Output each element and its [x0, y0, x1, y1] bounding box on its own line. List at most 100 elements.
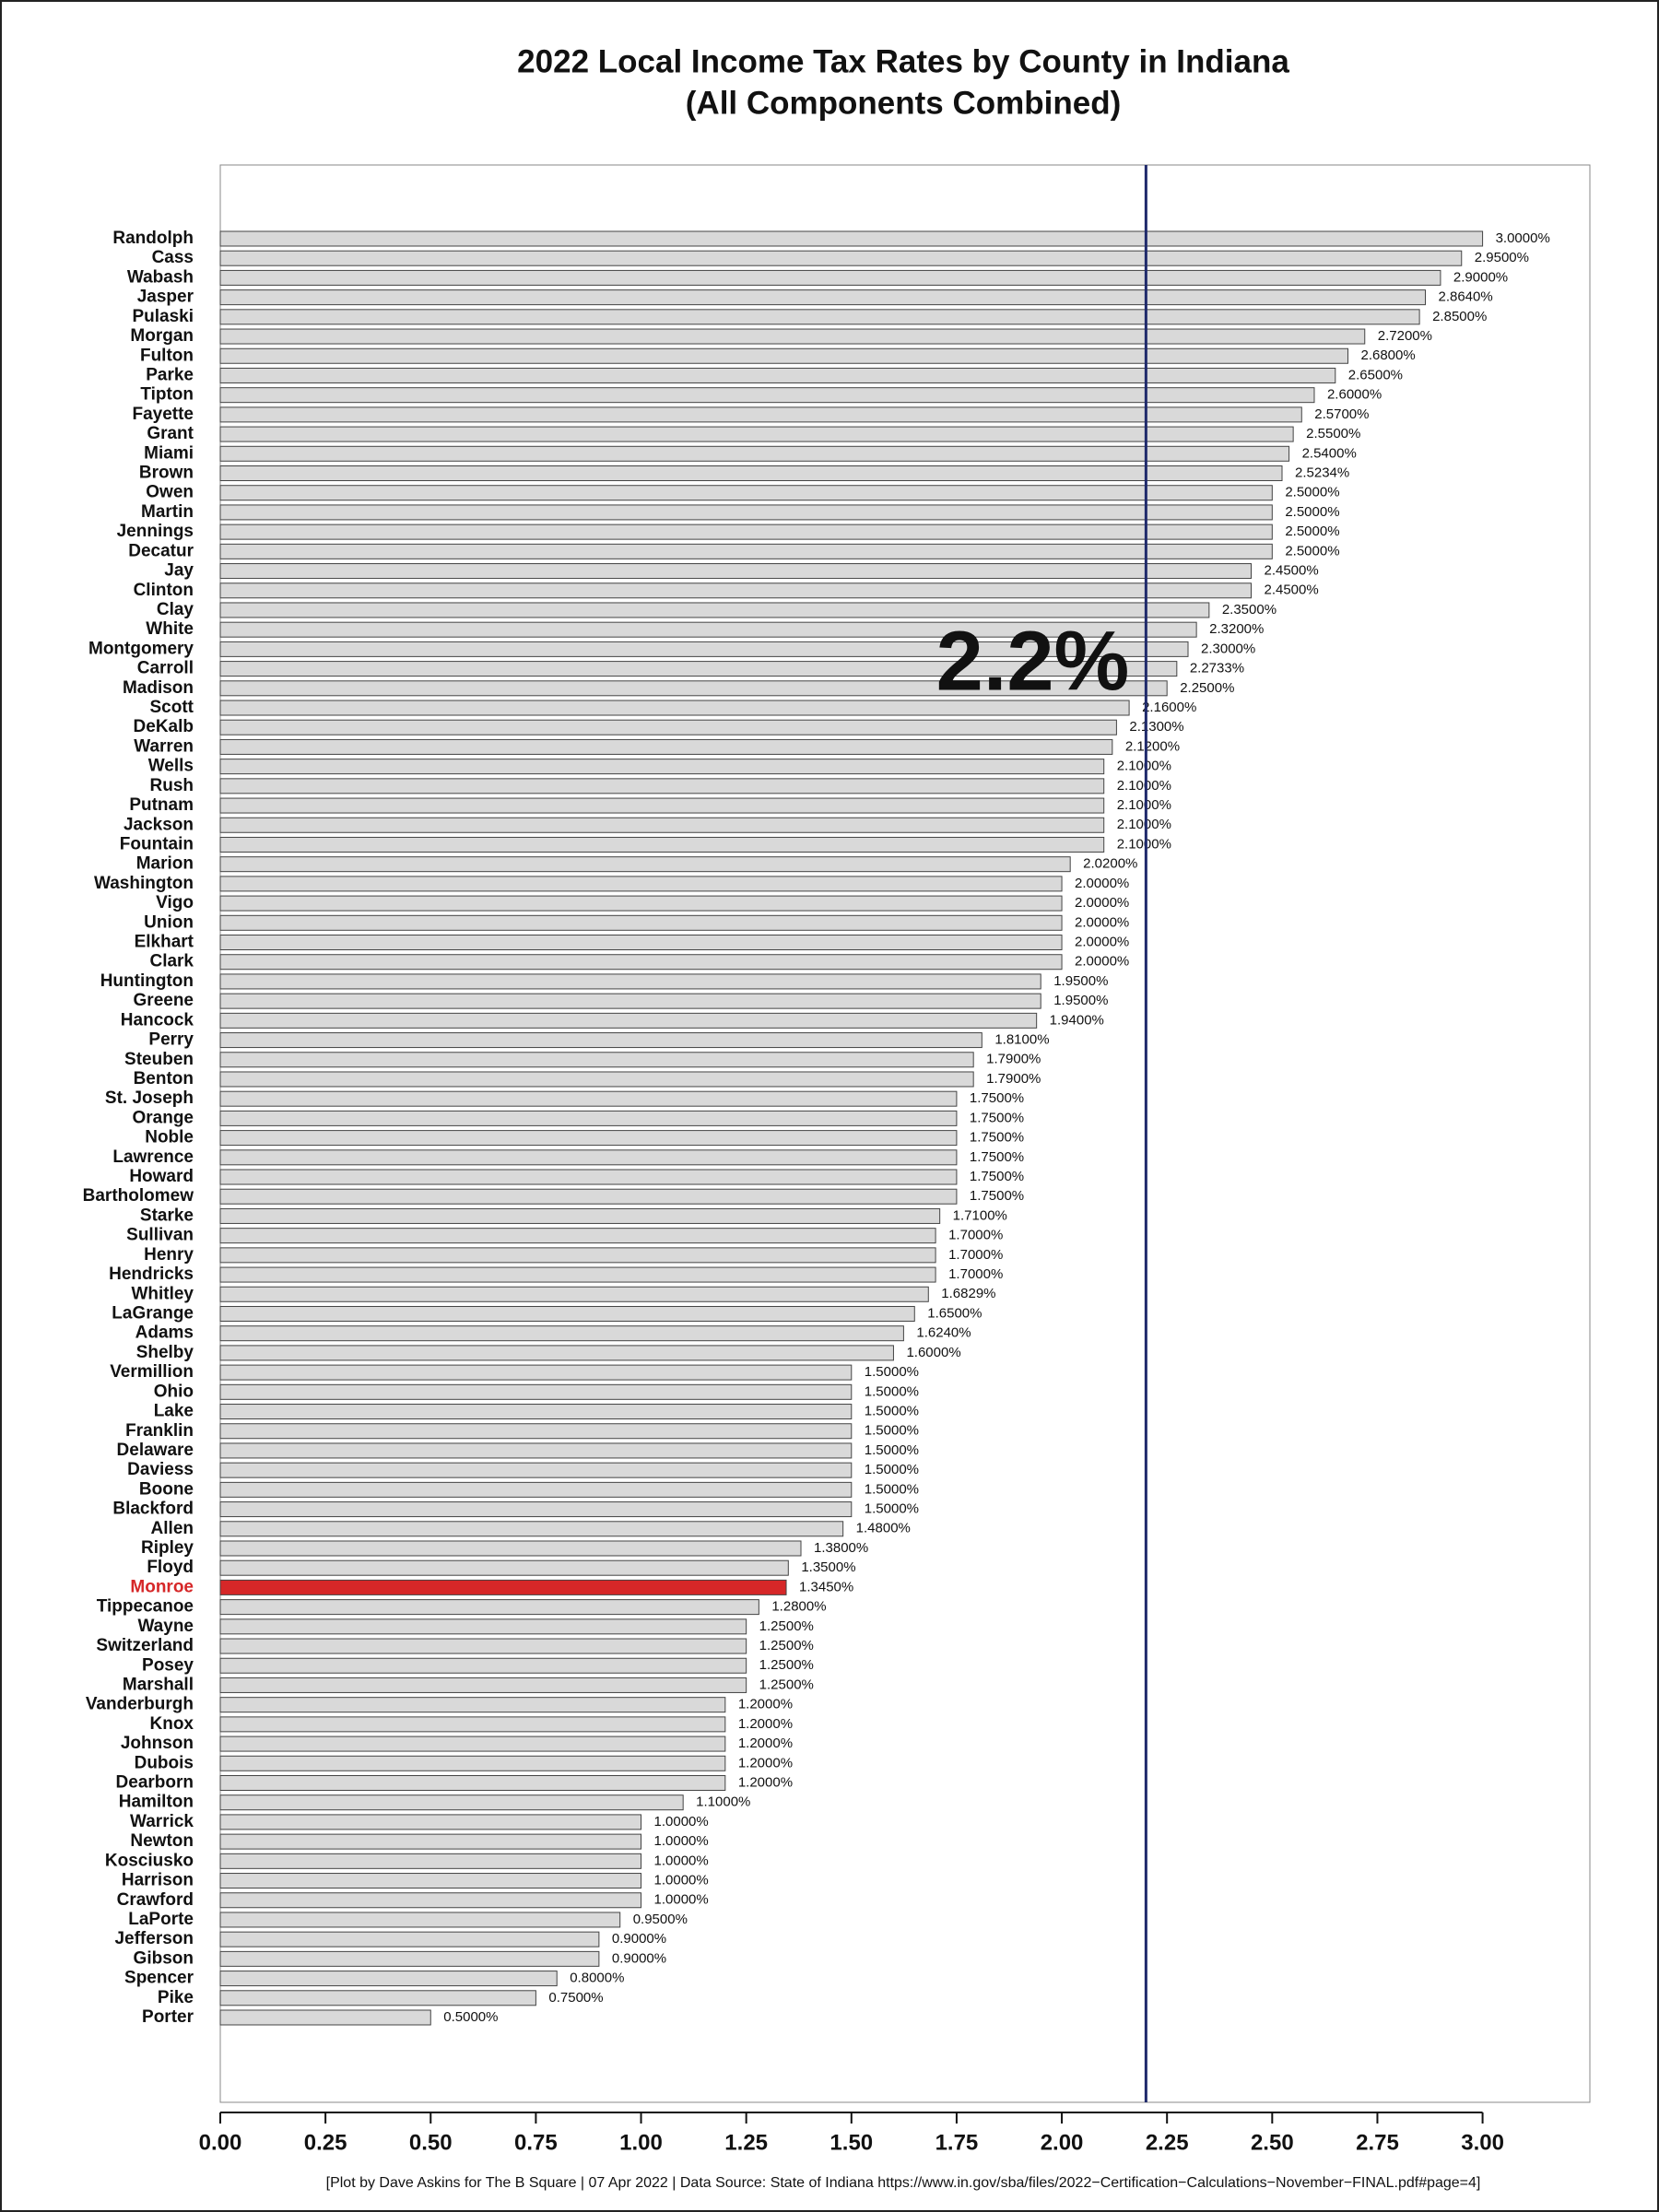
- y-tick-label: Clark: [149, 952, 194, 971]
- y-tick-label: Warrick: [130, 1812, 194, 1831]
- value-label: 1.2000%: [738, 1716, 793, 1732]
- y-tick-label: Tipton: [140, 385, 194, 405]
- value-label: 0.5000%: [443, 2009, 498, 2025]
- bar: [219, 1755, 726, 1771]
- value-label: 2.1000%: [1117, 836, 1171, 852]
- bar: [219, 1950, 600, 1967]
- y-tick-label: Union: [144, 912, 194, 932]
- bar: [219, 680, 1168, 697]
- value-label: 1.9400%: [1050, 1012, 1104, 1028]
- value-label: 1.2500%: [759, 1677, 814, 1692]
- value-label: 1.9500%: [1053, 993, 1108, 1008]
- x-tick-label: 1.00: [619, 2130, 663, 2155]
- y-tick-label: Switzerland: [96, 1636, 194, 1655]
- value-label: 1.2000%: [738, 1697, 793, 1712]
- bar: [219, 602, 1210, 618]
- bar: [219, 1677, 747, 1693]
- bar: [219, 485, 1273, 501]
- bar: [219, 836, 1105, 853]
- y-tick-label: Jackson: [124, 815, 194, 834]
- y-tick-label: Johnson: [121, 1734, 194, 1753]
- y-tick-label: Tippecanoe: [97, 1597, 194, 1617]
- value-label: 2.0000%: [1075, 895, 1129, 911]
- bar: [219, 582, 1252, 599]
- value-label: 1.7500%: [970, 1110, 1024, 1125]
- y-tick-label: Randolph: [112, 229, 194, 248]
- value-label: 2.0000%: [1075, 876, 1129, 891]
- value-label: 2.1200%: [1125, 738, 1180, 754]
- value-label: 1.5000%: [865, 1501, 919, 1517]
- value-label: 2.1000%: [1117, 817, 1171, 832]
- value-label: 2.1000%: [1117, 797, 1171, 813]
- bar: [219, 1521, 844, 1537]
- value-label: 2.5400%: [1302, 445, 1357, 461]
- y-tick-label: Howard: [129, 1167, 194, 1186]
- value-label: 1.0000%: [654, 1853, 709, 1868]
- bar: [219, 465, 1283, 482]
- y-tick-label: Owen: [146, 483, 194, 502]
- y-tick-label: Wabash: [127, 267, 194, 287]
- value-label: 2.4500%: [1264, 582, 1318, 598]
- bar: [219, 1423, 853, 1440]
- y-tick-label: Martin: [141, 502, 194, 522]
- bar: [219, 738, 1113, 755]
- value-label: 2.0000%: [1075, 934, 1129, 949]
- bar: [219, 1071, 974, 1088]
- x-tick-label: 0.00: [199, 2130, 242, 2155]
- value-label: 1.4800%: [856, 1521, 911, 1536]
- y-tick-label: Adams: [135, 1324, 194, 1343]
- value-label: 1.3500%: [801, 1559, 855, 1575]
- y-tick-label: Fayette: [132, 405, 194, 424]
- y-tick-label: Henry: [144, 1245, 194, 1265]
- bar: [219, 1833, 642, 1850]
- bar: [219, 1032, 982, 1049]
- bar: [219, 1559, 789, 1576]
- x-tick-label: 2.00: [1041, 2130, 1084, 2155]
- value-label: 3.0000%: [1496, 230, 1550, 246]
- value-label: 2.1300%: [1129, 719, 1183, 735]
- y-tick-label: Gibson: [134, 1948, 194, 1968]
- y-tick-label: Kosciusko: [105, 1851, 194, 1870]
- bar: [219, 289, 1426, 306]
- bar: [219, 1892, 642, 1909]
- value-label: 1.7500%: [970, 1090, 1024, 1106]
- value-label: 2.2733%: [1190, 661, 1244, 677]
- y-tick-label: Porter: [142, 2007, 194, 2027]
- y-tick-label: Ohio: [154, 1382, 194, 1401]
- value-label: 1.3450%: [799, 1579, 853, 1594]
- value-label: 2.5700%: [1314, 406, 1369, 422]
- y-tick-label: Fountain: [120, 834, 194, 853]
- y-tick-label: Grant: [147, 424, 194, 443]
- y-tick-label: Morgan: [130, 326, 194, 346]
- bar: [219, 1912, 621, 1928]
- y-tick-label: Jefferson: [114, 1929, 194, 1948]
- x-tick-label: 0.25: [304, 2130, 347, 2155]
- value-label: 2.3200%: [1209, 621, 1264, 637]
- value-label: 1.7000%: [948, 1228, 1003, 1243]
- bar: [219, 1110, 958, 1126]
- y-tick-label: Monroe: [130, 1577, 194, 1596]
- y-tick-label: Parke: [146, 365, 194, 384]
- y-tick-label: Starke: [140, 1206, 194, 1225]
- y-tick-label: Dearborn: [116, 1773, 194, 1793]
- y-tick-label: Shelby: [136, 1343, 194, 1362]
- y-tick-label: DeKalb: [134, 717, 194, 736]
- value-label: 2.1000%: [1117, 759, 1171, 774]
- y-tick-label: Greene: [134, 991, 194, 1010]
- bar: [219, 230, 1484, 247]
- bar: [219, 1501, 853, 1518]
- bar: [219, 2009, 431, 2026]
- value-label: 1.2500%: [759, 1638, 814, 1653]
- y-tick-label: Montgomery: [88, 639, 194, 658]
- bar: [219, 954, 1063, 971]
- value-label: 2.1600%: [1142, 700, 1196, 715]
- bar: [219, 1774, 726, 1791]
- bar: [219, 719, 1117, 735]
- x-tick-label: 3.00: [1461, 2130, 1504, 2155]
- x-tick-label: 1.25: [724, 2130, 768, 2155]
- y-tick-label: Franklin: [125, 1421, 194, 1441]
- value-label: 1.0000%: [654, 1833, 709, 1849]
- y-tick-label: Hancock: [121, 1010, 194, 1030]
- value-label: 1.6240%: [916, 1325, 971, 1341]
- y-tick-label: Warren: [134, 736, 194, 756]
